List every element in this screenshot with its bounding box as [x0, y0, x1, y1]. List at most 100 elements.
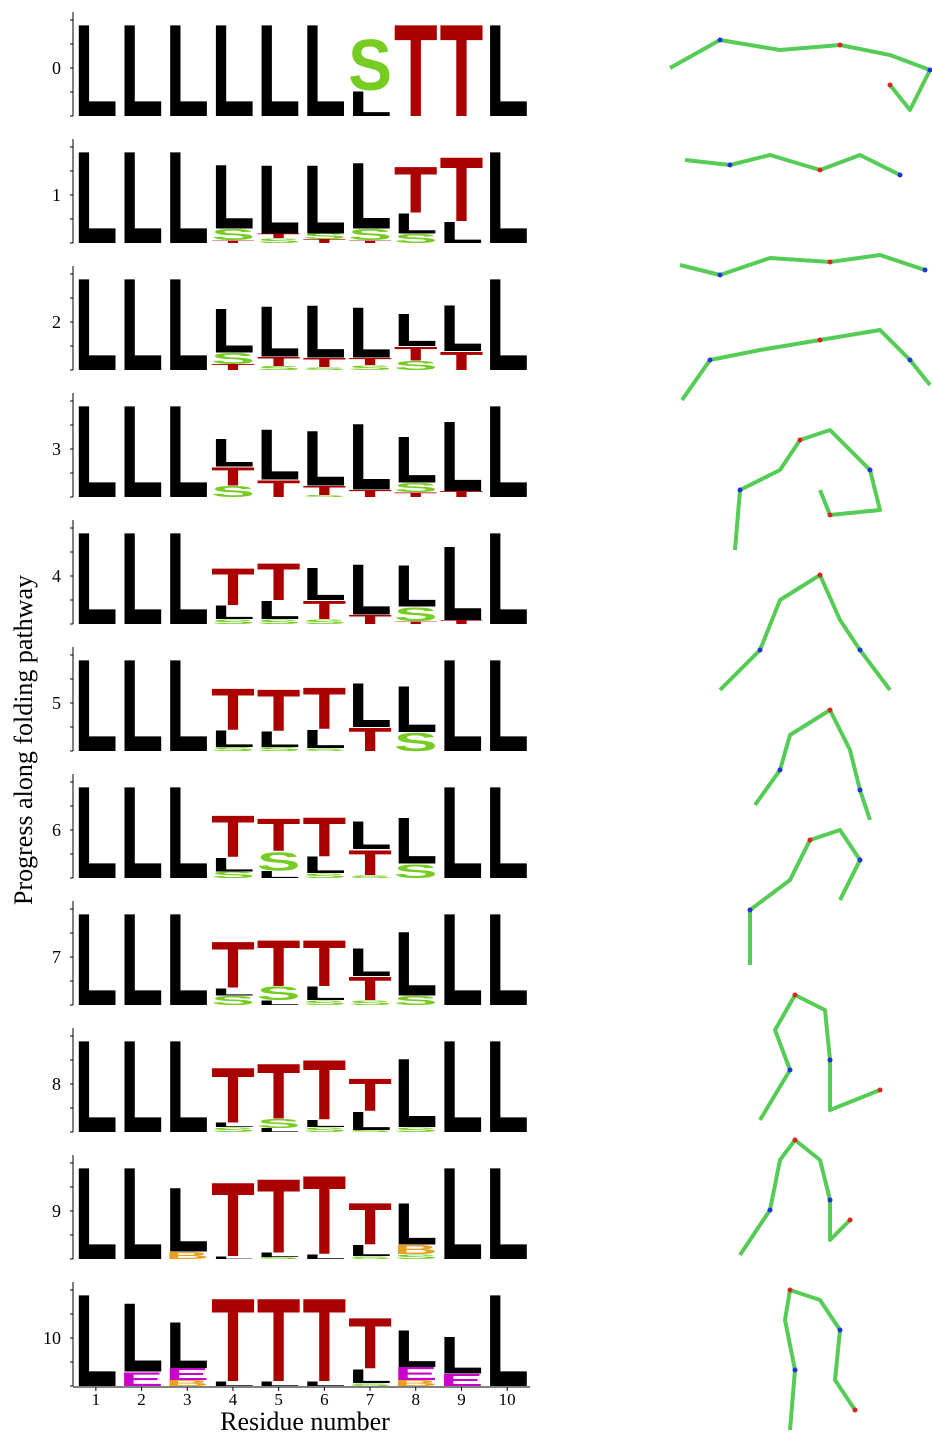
logo-letter: L — [120, 124, 164, 272]
x-tick-label: 3 — [183, 1390, 192, 1409]
logo-letter: L — [257, 145, 301, 255]
logo-letter: L — [165, 124, 209, 272]
logo-letter: T — [257, 678, 301, 744]
molecule-atom — [818, 338, 823, 343]
molecule-atom — [758, 648, 763, 653]
logo-letter: L — [120, 759, 164, 907]
logo-letter: T — [303, 676, 347, 742]
row-label: 5 — [52, 693, 61, 713]
logo-letter: T — [257, 810, 301, 861]
row-label: 3 — [52, 439, 61, 459]
x-tick-label: 7 — [366, 1390, 375, 1409]
logo-letter: L — [165, 378, 209, 526]
logo-letter: T — [211, 1161, 255, 1279]
logo-letter: L — [74, 505, 118, 653]
molecule-atom — [858, 648, 863, 653]
logo-letter: T — [394, 152, 438, 226]
molecule-atom — [818, 573, 823, 578]
logo-letter: L — [348, 670, 392, 741]
logo-letter: L — [348, 549, 392, 630]
molecule-backbone — [740, 1140, 850, 1255]
logo-letter: L — [394, 1039, 438, 1149]
logo-letter: L — [440, 1140, 484, 1288]
molecule-backbone — [785, 1290, 855, 1430]
molecule-atom — [798, 438, 803, 443]
logo-letter: T — [257, 553, 301, 612]
logo-letter: L — [120, 1013, 164, 1161]
row-label: 1 — [52, 185, 61, 205]
logo-letter: L — [165, 886, 209, 1034]
row-label: 10 — [43, 1328, 61, 1348]
logo-letter: L — [440, 759, 484, 907]
logo-letter: T — [211, 1051, 255, 1140]
logo-letter: L — [303, 145, 347, 255]
logo-letter: L — [348, 941, 392, 985]
logo-letter: L — [348, 404, 392, 510]
logo-letter: L — [74, 632, 118, 780]
logo-letter: L — [394, 913, 438, 1016]
molecule-atom — [828, 708, 833, 713]
logo-letter: T — [394, 0, 438, 144]
row-label: 9 — [52, 1201, 61, 1221]
logo-letter: L — [120, 632, 164, 780]
logo-letter: L — [165, 505, 209, 653]
logo-letter: L — [74, 251, 118, 399]
logo-letter: L — [120, 251, 164, 399]
logo-letter: T — [303, 1154, 347, 1278]
page: Progress along folding pathway Residue n… — [0, 0, 932, 1445]
logo-letter: T — [257, 1157, 301, 1275]
logo-letter: L — [211, 0, 255, 144]
molecule-backbone — [735, 430, 880, 550]
molecule-atom — [728, 163, 733, 168]
molecule-atom — [908, 358, 913, 363]
molecule-atom — [808, 838, 813, 843]
logo-letter: L — [120, 1140, 164, 1288]
logo-letter: L — [165, 1169, 209, 1272]
logo-letter: L — [120, 886, 164, 1034]
logo-letter: L — [303, 559, 347, 610]
logo-letter: L — [394, 804, 438, 878]
molecule-atom — [788, 1068, 793, 1073]
molecule-atom — [828, 260, 833, 265]
molecule-atom — [793, 1138, 798, 1143]
logo-letter: T — [348, 1192, 392, 1258]
row-label: 8 — [52, 1074, 61, 1094]
chart: Progress along folding pathway Residue n… — [0, 0, 932, 1440]
molecule-atom — [838, 1328, 843, 1333]
molecule-atom — [828, 513, 833, 518]
molecule-atom — [738, 488, 743, 493]
logo-letter: L — [440, 291, 484, 365]
x-tick-label: 4 — [229, 1390, 238, 1409]
logo-letter: T — [211, 804, 255, 870]
logo-letter: T — [257, 926, 301, 1000]
molecule-atom — [828, 1058, 833, 1063]
molecule-atom — [818, 168, 823, 173]
x-tick-label: 6 — [320, 1390, 329, 1409]
logo-letter: L — [440, 525, 484, 643]
logo-letter: T — [348, 1303, 392, 1384]
logo-letter: L — [211, 295, 255, 366]
logo-letter: L — [440, 1326, 484, 1385]
logo-letter: L — [348, 814, 392, 858]
molecule-atom — [768, 1208, 773, 1213]
logo-letter: L — [394, 1192, 438, 1258]
logo-letter: L — [485, 505, 529, 653]
molecule-atom — [878, 1088, 883, 1093]
logo-letter: T — [303, 1042, 347, 1138]
logo-letter: S — [348, 25, 392, 106]
logo-letter: L — [165, 251, 209, 399]
logo-letter: L — [440, 886, 484, 1034]
x-tick-label: 8 — [412, 1390, 421, 1409]
logo-letter: L — [394, 1319, 438, 1378]
logo-letter: L — [211, 146, 255, 249]
logo-letter: L — [348, 143, 392, 249]
x-tick-label: 2 — [137, 1390, 146, 1409]
molecule-backbone — [680, 255, 925, 275]
molecule-backbone — [755, 710, 870, 820]
logo-letter: L — [303, 290, 347, 374]
row-label: 0 — [52, 58, 61, 78]
logo-letter: L — [485, 251, 529, 399]
logo-letter: L — [440, 401, 484, 513]
logo-letter: L — [74, 124, 118, 272]
logo-letter: L — [257, 414, 301, 495]
